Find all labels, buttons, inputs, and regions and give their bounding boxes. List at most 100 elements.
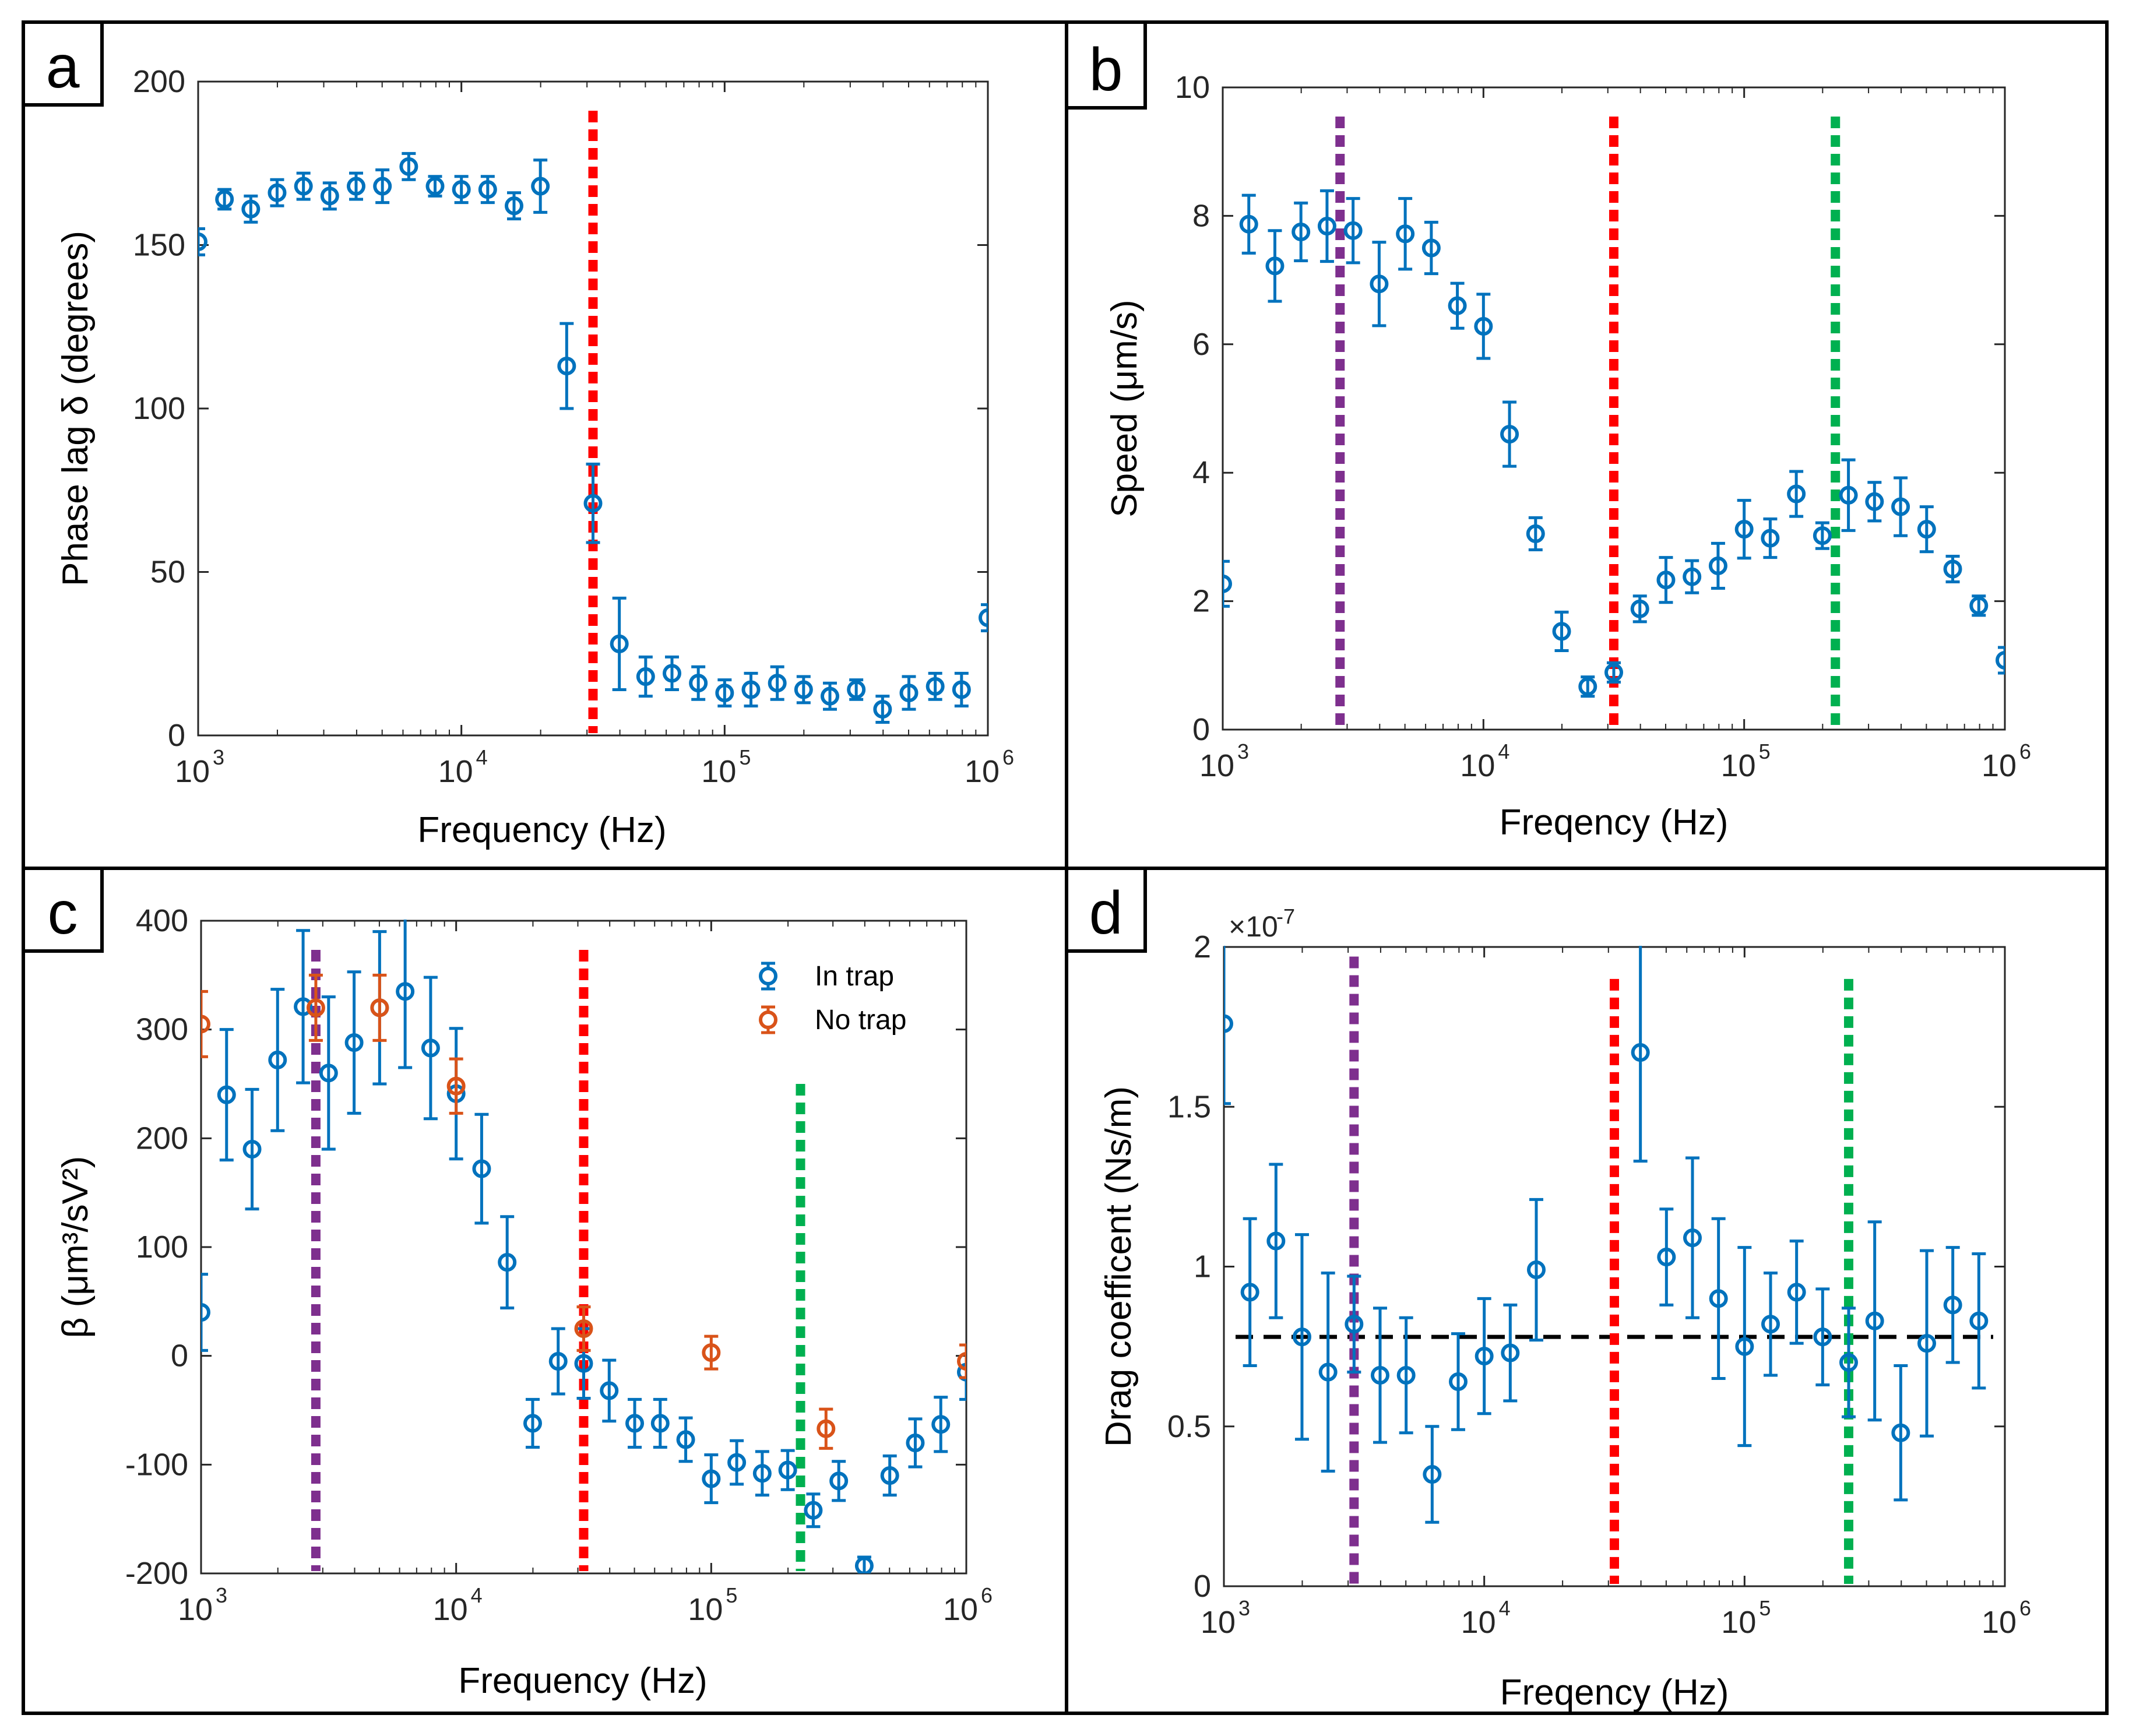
- data-point: [294, 177, 313, 196]
- data-point: [1396, 1365, 1416, 1385]
- data-point: [847, 680, 866, 699]
- panel-letter-box: [1065, 867, 1147, 953]
- data-point: [1839, 1353, 1859, 1372]
- x-axis-label: Frequency (Hz): [417, 810, 666, 850]
- x-tick-exponent: 5: [739, 745, 751, 769]
- x-tick-exponent: 3: [216, 1583, 227, 1607]
- data-point: [1240, 1283, 1259, 1302]
- data-point: [817, 1419, 836, 1438]
- x-tick-label: 10: [943, 1592, 978, 1627]
- data-point: [979, 608, 988, 628]
- data-point: [689, 674, 708, 693]
- data-point: [574, 1319, 593, 1338]
- data-point: [873, 700, 892, 719]
- data-point: [1657, 1248, 1676, 1267]
- data-point: [1552, 622, 1571, 641]
- data-point: [1501, 1343, 1520, 1362]
- data-point: [702, 1469, 721, 1488]
- y-tick-label: 400: [136, 903, 188, 938]
- data-point: [1734, 520, 1754, 539]
- data-point: [1969, 596, 1989, 615]
- data-point: [370, 998, 389, 1017]
- data-point: [1943, 1295, 1962, 1315]
- data-point: [201, 1015, 210, 1034]
- y-tick-label: 200: [136, 1121, 188, 1156]
- data-point: [1223, 574, 1232, 593]
- x-tick-exponent: 4: [1499, 1596, 1511, 1620]
- x-tick-exponent: 3: [213, 745, 224, 769]
- x-tick-label: 10: [688, 1592, 723, 1627]
- y-axis-label: β (μm³/sV²): [55, 1156, 96, 1338]
- data-point: [1839, 485, 1858, 505]
- y-tick-label: 150: [133, 228, 185, 263]
- data-point: [198, 232, 207, 251]
- data-point: [1891, 1423, 1910, 1442]
- y-tick-label: 1.5: [1167, 1089, 1211, 1124]
- data-point: [1813, 526, 1832, 545]
- x-tick-label: 10: [1982, 748, 2017, 783]
- data-point: [1370, 1365, 1389, 1385]
- x-tick-exponent: 6: [1002, 745, 1014, 769]
- data-point: [1318, 1362, 1338, 1382]
- data-point: [1317, 217, 1336, 236]
- data-point: [396, 982, 415, 1001]
- data-point: [1683, 567, 1702, 586]
- data-point: [1865, 492, 1884, 511]
- data-point: [452, 180, 471, 199]
- x-tick-label: 10: [965, 754, 1000, 789]
- data-point: [574, 1354, 593, 1373]
- data-point: [1683, 1228, 1702, 1248]
- data-point: [201, 1303, 210, 1322]
- data-point: [399, 157, 418, 176]
- data-point: [478, 180, 497, 199]
- data-point: [854, 1556, 874, 1573]
- panel-letter-box: [22, 20, 104, 107]
- data-point: [1813, 1327, 1832, 1347]
- panel-letter: d: [1089, 879, 1123, 947]
- data-point: [1292, 222, 1311, 241]
- data-point: [268, 1050, 287, 1069]
- x-tick-label: 10: [178, 1592, 213, 1627]
- data-point: [727, 1453, 747, 1472]
- data-point: [505, 196, 524, 216]
- panel-letter-box: [22, 867, 104, 953]
- x-tick-exponent: 5: [726, 1583, 737, 1607]
- data-point: [1423, 1465, 1442, 1484]
- series-in-trap: [198, 152, 988, 724]
- y-multiplier-exponent: -7: [1276, 904, 1295, 928]
- x-tick-label: 10: [438, 754, 473, 789]
- data-point: [610, 634, 629, 653]
- data-point: [1578, 677, 1597, 696]
- y-tick-label: 100: [133, 391, 185, 426]
- legend-entry-label: No trap: [815, 1005, 906, 1036]
- data-point: [957, 1362, 966, 1382]
- data-point: [1448, 1372, 1468, 1391]
- data-point: [1526, 524, 1545, 543]
- y-axis-label: Speed (μm/s): [1104, 300, 1145, 517]
- data-point: [1396, 224, 1415, 244]
- data-point: [957, 1352, 966, 1371]
- data-point: [1787, 484, 1806, 503]
- x-tick-label: 10: [701, 754, 736, 789]
- data-point: [1266, 1231, 1286, 1251]
- data-point: [768, 674, 787, 693]
- x-tick-exponent: 4: [1498, 740, 1509, 763]
- series-in-trap: [1223, 189, 2005, 698]
- y-tick-label: 6: [1192, 327, 1210, 362]
- y-tick-label: 0: [171, 1339, 188, 1374]
- data-point: [702, 1343, 721, 1362]
- x-tick-exponent: 3: [1237, 740, 1249, 763]
- data-point: [215, 189, 234, 209]
- x-tick-label: 10: [1460, 748, 1495, 783]
- data-point: [1996, 650, 2005, 670]
- y-tick-label: -200: [125, 1556, 188, 1591]
- data-point: [268, 183, 287, 202]
- data-point: [794, 680, 813, 699]
- y-tick-label: 100: [136, 1230, 188, 1265]
- data-point: [650, 1414, 670, 1433]
- plot-area: [198, 111, 988, 733]
- panel-letter: a: [46, 33, 80, 101]
- y-tick-label: 50: [150, 555, 185, 590]
